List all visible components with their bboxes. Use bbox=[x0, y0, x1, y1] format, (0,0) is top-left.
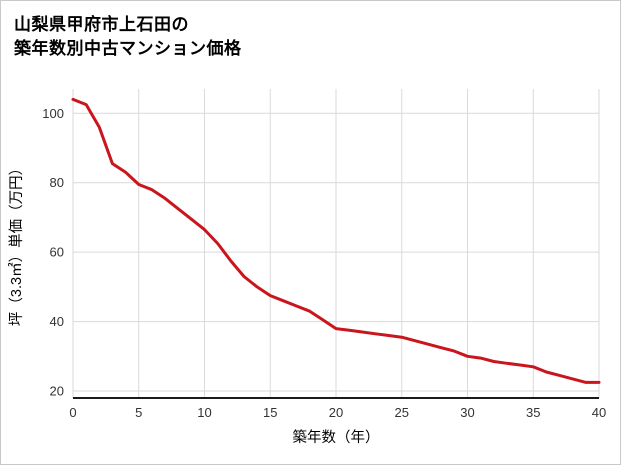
x-tick-labels: 0 5 10 15 20 25 30 35 40 bbox=[69, 405, 606, 420]
chart-title-line2: 築年数別中古マンション価格 bbox=[14, 39, 242, 58]
x-tick-label: 5 bbox=[135, 405, 142, 420]
chart-title: 山梨県甲府市上石田の 築年数別中古マンション価格 bbox=[14, 13, 242, 61]
x-tick-label: 40 bbox=[592, 405, 606, 420]
line-chart: 0 5 10 15 20 25 30 35 40 20 40 60 80 100 築年数（年） 坪（3.… bbox=[8, 89, 606, 446]
x-tick-label: 0 bbox=[69, 405, 76, 420]
y-tick-labels: 20 40 60 80 100 bbox=[42, 106, 64, 399]
x-tick-label: 20 bbox=[329, 405, 343, 420]
x-axis-label: 築年数（年） bbox=[293, 428, 380, 446]
y-tick-label: 60 bbox=[50, 245, 64, 260]
horizontal-gridlines bbox=[73, 112, 599, 392]
x-tick-label: 25 bbox=[395, 405, 409, 420]
x-tick-label: 35 bbox=[526, 405, 540, 420]
price-line bbox=[71, 97, 601, 384]
y-tick-label: 20 bbox=[50, 384, 64, 399]
vertical-gridlines bbox=[72, 89, 600, 398]
y-axis-label: 坪（3.3㎡）単価（万円） bbox=[8, 161, 25, 326]
chart-title-line1: 山梨県甲府市上石田の bbox=[14, 15, 189, 34]
y-tick-label: 40 bbox=[50, 314, 64, 329]
y-tick-label: 100 bbox=[42, 106, 64, 121]
x-tick-label: 15 bbox=[263, 405, 277, 420]
x-tick-label: 30 bbox=[460, 405, 474, 420]
y-tick-label: 80 bbox=[50, 175, 64, 190]
x-tick-label: 10 bbox=[197, 405, 211, 420]
